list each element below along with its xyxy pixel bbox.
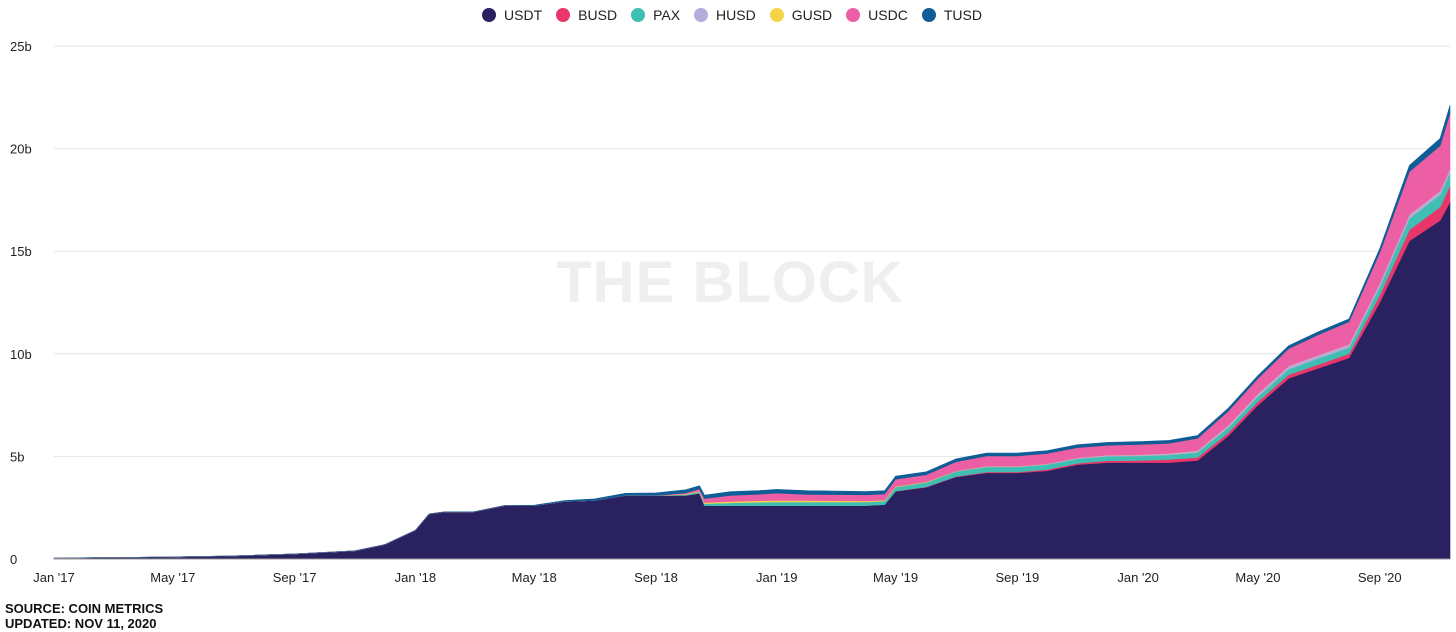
x-tick-label: Jan '18 xyxy=(395,570,437,585)
legend-item-pax[interactable]: PAX xyxy=(631,7,680,23)
x-tick-label: Jan '20 xyxy=(1117,570,1159,585)
x-tick-label: Jan '17 xyxy=(33,570,75,585)
y-tick-label: 25b xyxy=(10,39,32,54)
legend-item-tusd[interactable]: TUSD xyxy=(921,7,982,23)
legend-label: TUSD xyxy=(943,7,982,23)
legend-swatch xyxy=(769,8,784,22)
legend-swatch xyxy=(921,8,936,22)
legend-label: HUSD xyxy=(716,7,756,23)
legend-item-husd[interactable]: HUSD xyxy=(694,7,756,23)
legend-swatch xyxy=(846,8,861,22)
legend-item-gusd[interactable]: GUSD xyxy=(769,7,833,23)
x-tick-label: Jan '19 xyxy=(756,570,798,585)
y-tick-label: 20b xyxy=(10,142,32,157)
x-tick-label: Sep '18 xyxy=(634,570,678,585)
x-axis-ticks: Jan '17 May '17 Sep '17 Jan '18 May '18 Sep '… xyxy=(33,570,1401,585)
legend-swatch xyxy=(556,8,571,22)
legend-label: GUSD xyxy=(791,7,833,23)
stacked-area-chart: THE BLOCK Jan '17 May '17 Sep '17 Jan '18 Ma… xyxy=(10,39,1451,585)
legend-label: USDT xyxy=(504,7,543,23)
legend-swatch xyxy=(694,8,709,22)
legend-swatch xyxy=(631,8,646,22)
legend-item-busd[interactable]: BUSD xyxy=(556,7,617,23)
x-tick-label: Sep '19 xyxy=(995,570,1039,585)
legend-label: BUSD xyxy=(578,7,618,23)
x-tick-label: Sep '17 xyxy=(273,570,317,585)
y-tick-label: 15b xyxy=(10,244,32,259)
x-tick-label: Sep '20 xyxy=(1358,570,1402,585)
legend: USDT BUSD PAX HUSD GUSD USDC TUSD xyxy=(0,4,1456,26)
legend-swatch xyxy=(482,8,497,22)
source-text: SOURCE: COIN METRICS xyxy=(5,601,164,616)
x-tick-label: May '17 xyxy=(150,570,195,585)
legend-label: USDC xyxy=(868,7,908,23)
y-axis-ticks: 0 5b 10b 15b 20b 25b xyxy=(10,39,32,567)
x-tick-label: May '19 xyxy=(873,570,918,585)
x-tick-label: May '18 xyxy=(512,570,557,585)
y-tick-label: 0 xyxy=(10,552,17,567)
series-area-tusd xyxy=(53,105,1451,559)
legend-item-usdc[interactable]: USDC xyxy=(846,7,908,23)
y-tick-label: 5b xyxy=(10,449,24,464)
x-tick-label: May '20 xyxy=(1235,570,1280,585)
legend-label: PAX xyxy=(653,7,681,23)
y-tick-label: 10b xyxy=(10,347,32,362)
updated-text: UPDATED: NOV 11, 2020 xyxy=(5,616,157,631)
series-areas xyxy=(53,105,1451,560)
legend-item-usdt[interactable]: USDT xyxy=(482,7,542,23)
watermark: THE BLOCK xyxy=(556,250,903,315)
footer: SOURCE: COIN METRICS UPDATED: NOV 11, 20… xyxy=(5,601,163,631)
